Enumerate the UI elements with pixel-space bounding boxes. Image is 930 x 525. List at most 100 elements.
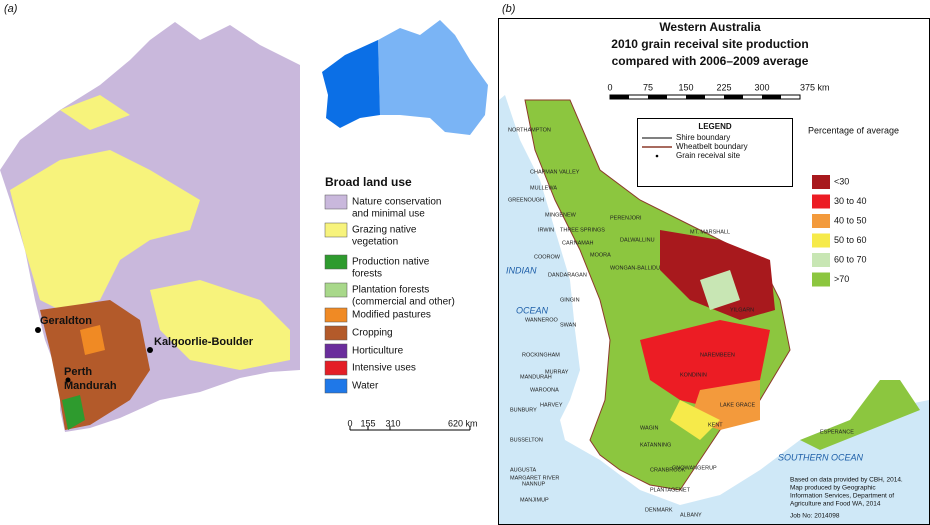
- legend: <30 30 to 40 40 to 50 50 to 60 60 to 70 >70: [812, 175, 867, 287]
- shire-label: ALBANY: [680, 512, 702, 518]
- place: Mandurah: [64, 380, 117, 392]
- place: Geraldton: [40, 315, 92, 327]
- swatch: [812, 233, 830, 248]
- shire-label: IRWIN: [538, 227, 554, 233]
- swatch: [812, 272, 830, 287]
- scale-label: 620 km: [448, 418, 478, 428]
- shire-label: BUNBURY: [510, 407, 537, 413]
- legend-label: Horticulture: [352, 346, 404, 357]
- shire-label: KATANNING: [640, 442, 671, 448]
- grazing-area: [150, 280, 290, 370]
- footnote-line: Information Services, Department of: [790, 493, 894, 500]
- legend-label: Cropping: [352, 328, 393, 339]
- town: [65, 377, 71, 383]
- scale-segment: [686, 95, 705, 99]
- region: [800, 380, 920, 450]
- shire-label: PLANTAGENET: [650, 487, 691, 493]
- footnote-line: Map produced by Geographic: [790, 485, 876, 492]
- scale-segment: [762, 95, 781, 99]
- legend-label: 30 to 40: [834, 196, 867, 206]
- legend-label: Grazing native: [352, 225, 417, 236]
- shire-label: MARGARET RIVER: [510, 475, 559, 481]
- legend-label: Grain receival site: [676, 151, 741, 160]
- shire-label: MULLEWA: [530, 185, 557, 191]
- shire-label: NAREMBEEN: [700, 352, 735, 358]
- shire-label: WANNEROO: [525, 317, 559, 323]
- panel-label: (a): [4, 3, 18, 15]
- ocean-label: INDIAN: [506, 265, 537, 275]
- legend-label: 50 to 60: [834, 235, 867, 245]
- shire-label: MT. MARSHALL: [690, 229, 730, 235]
- scale-label: 75: [643, 82, 653, 92]
- shire-label: YILGARN: [730, 307, 754, 313]
- ocean-label: OCEAN: [516, 305, 549, 315]
- place: Kalgoorlie-Boulder: [154, 336, 254, 348]
- legend-label: Modified pastures: [352, 310, 431, 321]
- legend-label: Shire boundary: [676, 133, 730, 142]
- map-title: 2010 grain receival site production: [611, 37, 808, 51]
- legend-label: vegetation: [352, 237, 398, 248]
- shire-labels: NORTHAMPTON CHAPMAN VALLEY MULLEWA GREENOUG…: [508, 127, 854, 518]
- footnote-line: Job No: 2014098: [790, 513, 840, 520]
- wa-inset: [322, 40, 380, 128]
- swatch: [324, 360, 348, 376]
- shire-label: CARNAMAH: [562, 240, 594, 246]
- swatch: [812, 194, 830, 209]
- grazing-area: [60, 95, 130, 130]
- pasture-area: [80, 325, 105, 355]
- shire-label: THREE SPRINGS: [560, 227, 605, 233]
- shire-label: SWAN: [560, 322, 576, 328]
- legend-label: Wheatbelt boundary: [676, 142, 748, 151]
- shire-label: MURRAY: [545, 369, 569, 375]
- footnote: Based on data provided by CBH, 2014.Map …: [790, 477, 903, 520]
- legend-title: LEGEND: [698, 122, 732, 131]
- legend-label: 40 to 50: [834, 215, 867, 225]
- shire-label: ROCKINGHAM: [522, 352, 560, 358]
- legend-title: Percentage of average: [808, 125, 899, 135]
- region: [700, 270, 740, 310]
- shire-label: WAROONA: [530, 387, 559, 393]
- shire-label: CRANBROOK: [650, 467, 686, 473]
- scale-label: 310: [385, 418, 400, 428]
- shire-label: AUGUSTA: [510, 467, 537, 473]
- shire-label: PERENJORI: [610, 215, 642, 221]
- shire-label: LAKE GRACE: [720, 402, 755, 408]
- legend-label: <30: [834, 176, 849, 186]
- ocean-label: SOUTHERN OCEAN: [778, 452, 864, 462]
- scale-label: 300: [754, 82, 769, 92]
- legend-label: 60 to 70: [834, 254, 867, 264]
- shire-label: MANJIMUP: [520, 497, 549, 503]
- swatch: [812, 253, 830, 267]
- legend-label: and minimal use: [352, 209, 425, 220]
- australia-inset: [378, 20, 488, 135]
- shire-label: DALWALLINU: [620, 237, 655, 243]
- map-title: compared with 2006–2009 average: [612, 54, 809, 68]
- shire-label: NORTHAMPTON: [508, 127, 551, 133]
- legend-label: forests: [352, 269, 382, 280]
- shire-label: MANDURAH: [520, 374, 552, 380]
- shire-label: CHAPMAN VALLEY: [530, 169, 580, 175]
- ocean: [499, 95, 929, 524]
- shire-label: DANDARAGAN: [548, 272, 587, 278]
- shire-label: WONGAN-BALLIDU: [610, 265, 660, 271]
- region: [670, 400, 720, 440]
- legend-box: [637, 118, 793, 187]
- swatch: [324, 282, 348, 298]
- legend-label: Intensive uses: [352, 363, 416, 374]
- forest-area: [62, 395, 85, 430]
- place: Perth: [64, 366, 92, 378]
- legend-label: Production native: [352, 257, 430, 268]
- scale-label: 225: [716, 82, 731, 92]
- legend-symbol: [655, 154, 659, 158]
- shire-label: GINGIN: [560, 297, 580, 303]
- footnote-line: Based on data provided by CBH, 2014.: [790, 477, 903, 484]
- town: [35, 327, 41, 333]
- shire-label: ESPERANCE: [820, 429, 854, 435]
- shire-label: KENT: [708, 422, 723, 428]
- footnote-line: Agriculture and Food WA, 2014: [790, 501, 881, 508]
- scale-label: 0: [607, 82, 612, 92]
- swatch: [324, 325, 348, 341]
- grazing-area: [10, 150, 200, 310]
